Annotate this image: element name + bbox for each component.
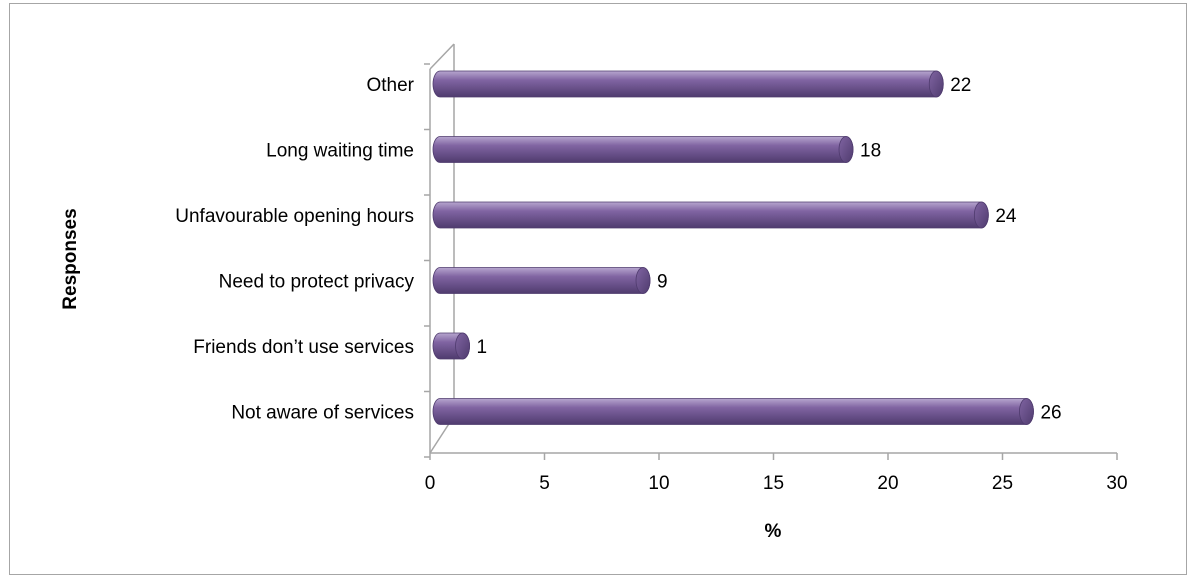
data-label: 9: [657, 272, 668, 293]
x-tick-label: 10: [648, 473, 669, 494]
x-tick-label: 0: [425, 473, 436, 494]
category-label: Need to protect privacy: [219, 272, 415, 293]
bar-end-cap: [928, 70, 944, 98]
bar: [432, 70, 944, 98]
category-label: Other: [366, 75, 414, 96]
bar-end-cap: [1019, 398, 1034, 425]
chart-frame: 0 5 10 15 20 25 30 Other Long waiting time Unfav…: [9, 3, 1187, 575]
bar: [432, 267, 651, 294]
category-label: Friends don’t use services: [193, 337, 414, 358]
x-tick-label: 30: [1106, 473, 1127, 494]
x-axis-title: %: [765, 521, 782, 542]
bar-end-cap: [455, 332, 470, 360]
x-tick-label: 5: [539, 473, 550, 494]
data-labels: 22 18 24 9 1 26: [477, 75, 1062, 424]
data-label: 24: [995, 206, 1017, 227]
data-label: 1: [477, 337, 488, 358]
bar-end-cap: [635, 267, 651, 294]
data-label: 22: [950, 75, 971, 96]
bar: [432, 136, 854, 163]
category-label: Unfavourable opening hours: [175, 206, 414, 227]
x-tick-label: 20: [877, 473, 898, 494]
category-label: Long waiting time: [266, 141, 414, 162]
bar: [432, 201, 989, 229]
data-label: 26: [1040, 403, 1061, 424]
x-tick-label: 15: [763, 473, 784, 494]
x-tick-labels: 0 5 10 15 20 25 30: [425, 473, 1128, 494]
side-wall-top-line: [429, 43, 455, 70]
axes: [424, 43, 1118, 460]
bar-end-cap: [973, 201, 989, 229]
bar-end-cap: [838, 136, 854, 163]
data-label: 18: [860, 141, 881, 162]
category-labels: Other Long waiting time Unfavourable openi…: [175, 75, 414, 424]
x-tick-label: 25: [992, 473, 1013, 494]
bar: [432, 398, 1034, 425]
category-label: Not aware of services: [231, 403, 414, 424]
bar-chart: 0 5 10 15 20 25 30 Other Long waiting time Unfav…: [60, 43, 1128, 542]
bars: [432, 70, 1034, 425]
y-axis-title: Responses: [60, 208, 81, 309]
